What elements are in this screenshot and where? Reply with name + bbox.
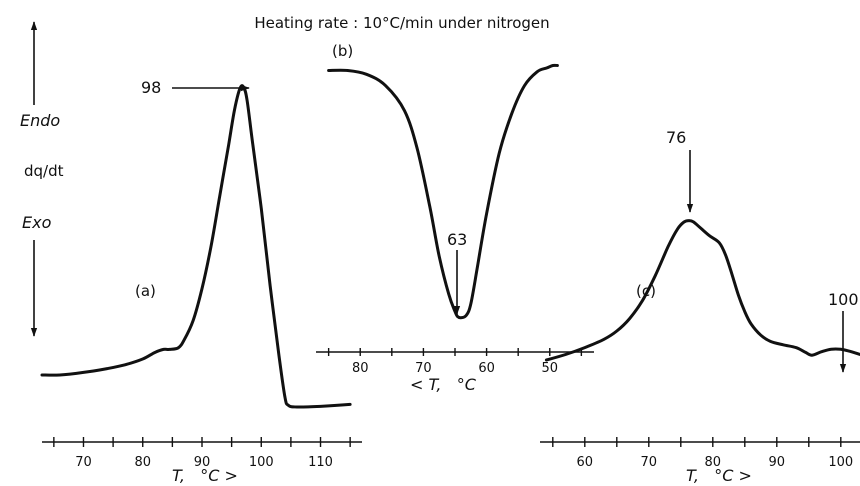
tick-label-c-3: 90 bbox=[769, 455, 786, 470]
tick-label-b-0: 80 bbox=[352, 361, 369, 376]
curve-a bbox=[40, 84, 352, 409]
peak-label-a: 98 bbox=[141, 78, 161, 97]
tick-label-b-1: 70 bbox=[415, 361, 432, 376]
curve-b bbox=[327, 63, 559, 320]
tick-label-c-0: 60 bbox=[577, 455, 594, 470]
curve-c bbox=[544, 219, 860, 362]
ticks-a bbox=[53, 437, 351, 447]
ticks-c bbox=[552, 437, 842, 447]
panel-b: (b) 80 70 60 50 < T, °C 63 bbox=[316, 42, 594, 394]
tick-label-b-2: 60 bbox=[478, 361, 495, 376]
tick-label-a-4: 110 bbox=[308, 455, 333, 470]
peak-label-b: 63 bbox=[447, 230, 467, 249]
tick-label-a-0: 70 bbox=[75, 455, 92, 470]
panel-a-label: (a) bbox=[135, 282, 156, 300]
exo-label: Exo bbox=[22, 213, 52, 232]
panel-a: (a) 70 80 90 100 110 T, °C > 98 bbox=[40, 78, 362, 485]
panel-c: (c) 60 70 80 90 100 T, °C > 76 100 bbox=[540, 128, 860, 485]
tick-label-a-1: 80 bbox=[134, 455, 151, 470]
tick-label-c-2: 80 bbox=[705, 455, 722, 470]
peak-label-c-100: 100 bbox=[828, 290, 859, 309]
x-axis-label-c: T, °C > bbox=[686, 466, 752, 485]
ticks-b bbox=[327, 348, 583, 356]
tick-label-c-1: 70 bbox=[641, 455, 658, 470]
dqdt-label: dq/dt bbox=[24, 162, 64, 180]
tick-label-a-3: 100 bbox=[249, 455, 274, 470]
endo-label: Endo bbox=[20, 111, 60, 130]
peak-label-c: 76 bbox=[666, 128, 686, 147]
heating-rate-header: Heating rate : 10°C/min under nitrogen bbox=[254, 14, 549, 32]
x-axis-label-b: < T, °C bbox=[410, 375, 477, 394]
x-axis-label-a: T, °C > bbox=[172, 466, 238, 485]
tick-label-a-2: 90 bbox=[194, 455, 211, 470]
panel-b-label: (b) bbox=[332, 42, 353, 60]
tick-label-b-3: 50 bbox=[541, 361, 558, 376]
tick-label-c-4: 100 bbox=[828, 455, 853, 470]
